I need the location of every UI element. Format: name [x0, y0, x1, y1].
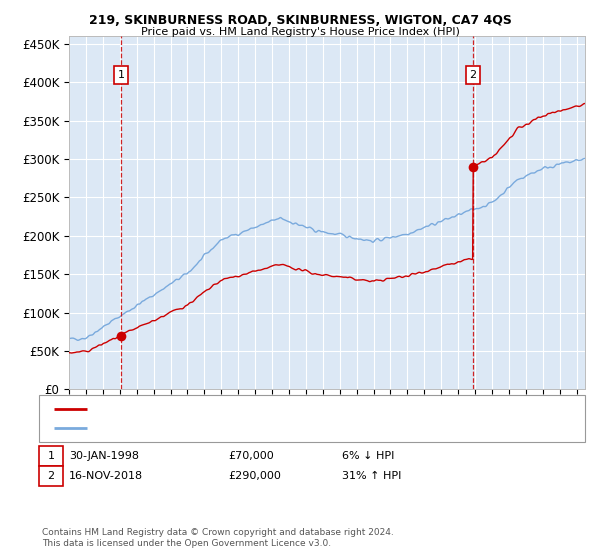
Text: 1: 1 — [47, 451, 55, 461]
Text: HPI: Average price, detached house, Cumberland: HPI: Average price, detached house, Cumb… — [93, 423, 350, 433]
Text: 2: 2 — [47, 471, 55, 481]
Text: £290,000: £290,000 — [228, 471, 281, 481]
Text: 2: 2 — [469, 70, 476, 80]
Text: £70,000: £70,000 — [228, 451, 274, 461]
Text: 219, SKINBURNESS ROAD, SKINBURNESS, WIGTON, CA7 4QS: 219, SKINBURNESS ROAD, SKINBURNESS, WIGT… — [89, 14, 511, 27]
Text: 30-JAN-1998: 30-JAN-1998 — [69, 451, 139, 461]
Text: 6% ↓ HPI: 6% ↓ HPI — [342, 451, 394, 461]
Text: 16-NOV-2018: 16-NOV-2018 — [69, 471, 143, 481]
Text: 219, SKINBURNESS ROAD, SKINBURNESS, WIGTON, CA7 4QS (detached house): 219, SKINBURNESS ROAD, SKINBURNESS, WIGT… — [93, 404, 504, 414]
Text: 31% ↑ HPI: 31% ↑ HPI — [342, 471, 401, 481]
Text: 1: 1 — [118, 70, 125, 80]
Text: Price paid vs. HM Land Registry's House Price Index (HPI): Price paid vs. HM Land Registry's House … — [140, 27, 460, 37]
Text: Contains HM Land Registry data © Crown copyright and database right 2024.
This d: Contains HM Land Registry data © Crown c… — [42, 528, 394, 548]
